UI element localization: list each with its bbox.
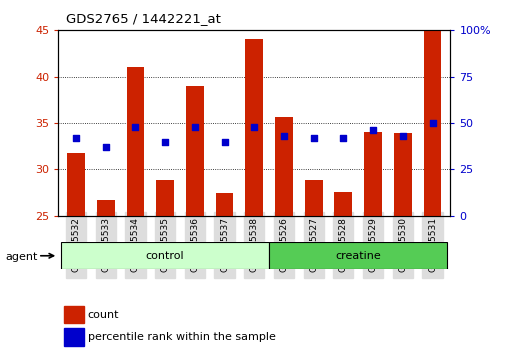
Bar	[126, 67, 144, 216]
Point	[428, 120, 436, 126]
Text: count: count	[87, 310, 119, 320]
Bar	[334, 192, 351, 216]
Point	[220, 139, 228, 144]
Bar	[156, 180, 174, 216]
Point	[72, 135, 80, 141]
Text: control: control	[145, 251, 184, 261]
Point	[279, 133, 287, 139]
Point	[102, 144, 110, 150]
Text: creatine: creatine	[335, 251, 380, 261]
Bar	[304, 180, 322, 216]
Bar	[423, 30, 440, 216]
Bar	[275, 116, 292, 216]
Bar	[61, 242, 269, 269]
Bar	[96, 200, 115, 216]
Point	[339, 135, 347, 141]
Point	[309, 135, 317, 141]
Text: percentile rank within the sample: percentile rank within the sample	[87, 332, 275, 342]
Point	[250, 124, 258, 130]
Bar	[64, 306, 84, 323]
Bar	[215, 193, 233, 216]
Bar	[269, 242, 446, 269]
Bar	[67, 153, 85, 216]
Point	[161, 139, 169, 144]
Bar	[364, 132, 381, 216]
Bar	[245, 39, 263, 216]
Point	[398, 133, 406, 139]
Point	[131, 124, 139, 130]
Bar	[393, 133, 411, 216]
Bar	[185, 86, 204, 216]
Point	[190, 124, 198, 130]
Point	[368, 127, 376, 133]
Bar	[64, 328, 84, 346]
Text: agent: agent	[5, 252, 37, 262]
Text: GDS2765 / 1442221_at: GDS2765 / 1442221_at	[66, 12, 220, 25]
